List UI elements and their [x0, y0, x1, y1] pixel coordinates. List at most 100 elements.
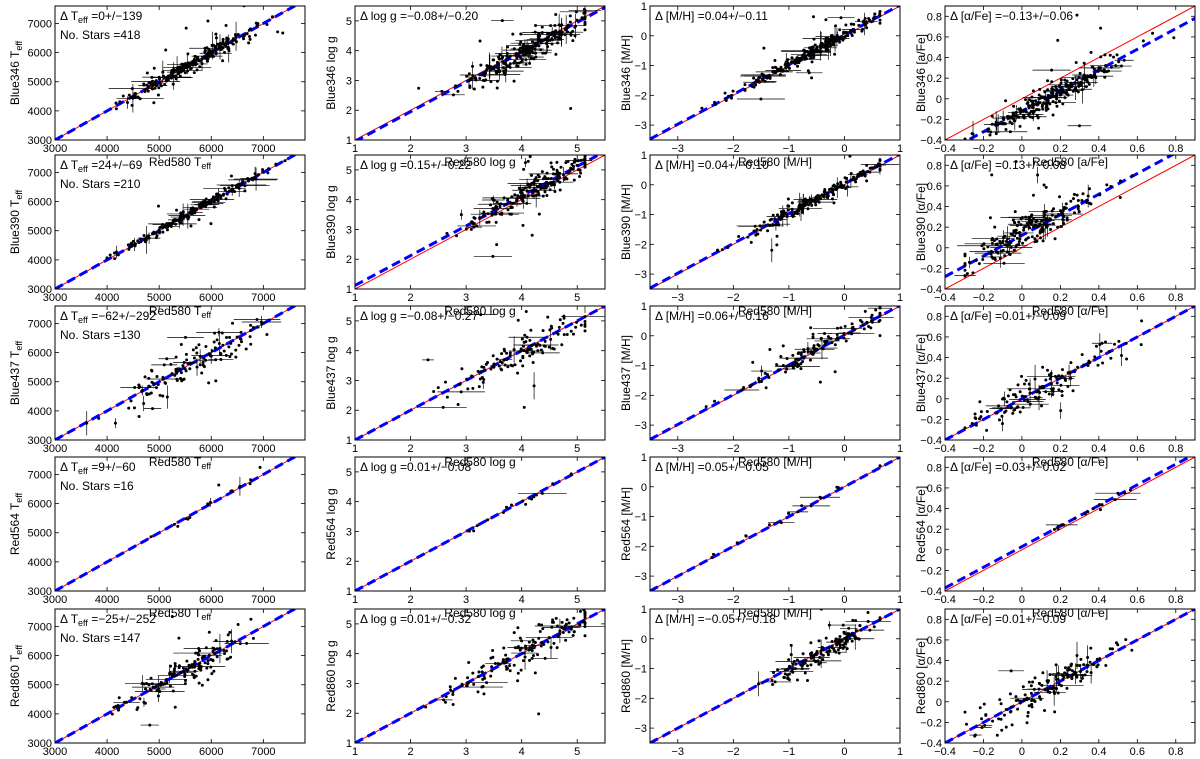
data-point — [809, 663, 813, 667]
data-point — [169, 664, 173, 668]
data-point — [465, 684, 469, 688]
y-tick-label: 2 — [346, 254, 352, 266]
data-point — [197, 343, 201, 347]
data-point — [142, 82, 146, 86]
y-axis-label: Blue390 [M/H] — [619, 184, 633, 260]
data-point — [175, 208, 179, 212]
data-point — [528, 61, 532, 65]
data-point — [558, 632, 562, 636]
data-point — [779, 355, 783, 359]
data-point — [799, 367, 803, 371]
x-tick-label: 4000 — [95, 292, 119, 304]
data-point — [818, 50, 822, 54]
data-point — [1066, 371, 1070, 375]
data-point — [757, 76, 761, 80]
data-point — [573, 157, 577, 161]
data-point — [563, 27, 567, 31]
y-axis-label: Red564 Teff — [8, 492, 24, 555]
data-point — [751, 360, 755, 364]
data-point — [533, 41, 537, 45]
data-point — [467, 529, 471, 533]
data-point — [557, 23, 561, 27]
data-point — [192, 57, 196, 61]
data-point — [850, 632, 854, 636]
identity-line — [945, 155, 1195, 289]
data-point — [849, 171, 853, 175]
data-point — [121, 94, 125, 98]
data-point — [519, 56, 523, 60]
data-point — [801, 55, 805, 59]
data-point — [800, 355, 804, 359]
data-point — [1008, 130, 1012, 134]
data-point — [986, 245, 990, 249]
data-point — [112, 705, 116, 709]
data-point — [512, 631, 516, 635]
data-point — [1065, 686, 1069, 690]
axes-frame — [54, 305, 306, 441]
data-point — [800, 210, 804, 214]
data-point — [238, 484, 242, 488]
data-point — [562, 177, 566, 181]
data-point — [569, 627, 573, 631]
data-point — [521, 659, 525, 663]
data-point — [481, 685, 485, 689]
data-point — [778, 218, 782, 222]
data-point — [811, 56, 815, 60]
data-point — [183, 679, 187, 683]
data-point — [869, 326, 873, 330]
data-point — [541, 329, 545, 333]
data-point — [149, 535, 153, 539]
y-tick-label: 1 — [641, 1, 647, 13]
data-point — [197, 218, 201, 222]
y-tick-label: 1 — [641, 452, 647, 464]
x-tick-label: 0.8 — [1168, 594, 1183, 606]
data-point — [779, 65, 783, 69]
data-point — [824, 46, 828, 50]
data-point — [564, 638, 568, 642]
data-point — [553, 34, 557, 38]
data-point — [1030, 95, 1034, 99]
data-point — [801, 661, 805, 665]
data-point — [784, 62, 788, 66]
y-tick-label: 0.2 — [927, 524, 942, 536]
data-point — [485, 67, 489, 71]
data-point — [526, 159, 530, 163]
data-point — [1098, 657, 1102, 661]
data-point — [858, 171, 862, 175]
data-point — [1118, 196, 1122, 200]
data-point — [478, 39, 482, 43]
data-point — [521, 354, 525, 358]
data-point — [773, 680, 777, 684]
data-point — [166, 225, 170, 229]
data-point — [258, 465, 262, 469]
data-point — [1128, 488, 1132, 492]
data-point — [1048, 102, 1052, 106]
x-tick-label: 0.8 — [1168, 443, 1183, 455]
data-point — [1054, 675, 1058, 679]
data-point — [138, 385, 142, 389]
axes-frame — [354, 305, 606, 441]
data-point — [543, 656, 547, 660]
data-point — [487, 220, 491, 224]
data-point — [270, 15, 274, 19]
x-axis-label: Red580 Teff — [149, 155, 212, 171]
data-point — [218, 647, 222, 651]
data-point — [220, 331, 224, 335]
data-point — [829, 187, 833, 191]
data-point — [224, 23, 228, 27]
data-point — [130, 696, 134, 700]
x-axis-label: Red580 [M/H] — [738, 455, 812, 469]
data-point — [265, 332, 269, 336]
data-point — [1108, 647, 1112, 651]
data-point — [560, 606, 563, 609]
data-point — [1045, 99, 1049, 103]
data-point — [125, 101, 129, 105]
data-point — [1049, 371, 1053, 375]
data-point — [1027, 104, 1031, 108]
data-point — [1009, 240, 1013, 244]
data-point — [1009, 245, 1013, 249]
data-point — [1039, 236, 1043, 240]
data-point — [157, 75, 161, 79]
data-point — [583, 329, 587, 333]
